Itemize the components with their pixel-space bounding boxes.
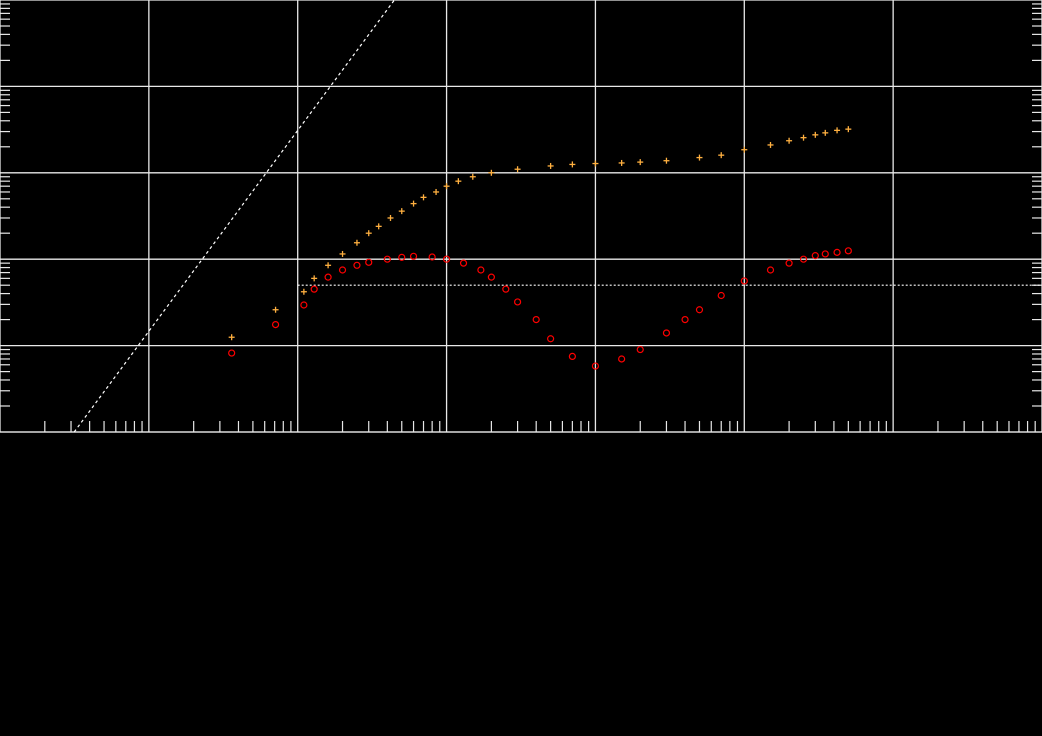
circle-data-point [409, 252, 418, 260]
circle-data-point [365, 258, 373, 266]
plus-data-point [325, 262, 332, 269]
circle-data-point [338, 266, 347, 274]
circle-series [228, 247, 852, 370]
plus-data-point [547, 162, 554, 169]
plot-background [0, 0, 1042, 432]
plus-data-point [410, 200, 417, 207]
plus-data-point [353, 239, 360, 246]
circle-data-point [428, 253, 436, 261]
reference-lines [73, 0, 1042, 433]
circle-data-point [766, 266, 775, 274]
plus-data-point [311, 275, 318, 282]
circle-data-point [487, 273, 495, 281]
axis-ticks [0, 3, 1042, 432]
circle-data-point [513, 298, 522, 306]
plus-data-point [455, 178, 462, 185]
circle-data-point [695, 306, 704, 314]
circle-data-point [477, 266, 485, 274]
circle-data-point [547, 335, 555, 343]
circle-data-point [591, 362, 600, 370]
plus-data-point [420, 194, 427, 201]
plus-data-point [822, 129, 829, 136]
circle-data-point [532, 315, 540, 324]
circle-data-point [300, 301, 308, 309]
circle-data-point [228, 349, 236, 357]
circle-data-point [681, 315, 689, 324]
plus-data-point [387, 214, 394, 221]
circle-data-point [740, 277, 748, 285]
plus-data-point [845, 126, 852, 133]
plus-data-point [433, 188, 440, 195]
plus-series [228, 126, 852, 341]
plus-data-point [300, 288, 307, 295]
circle-data-point [398, 253, 406, 261]
circle-data-point [785, 259, 793, 267]
plus-data-point [696, 154, 703, 161]
plus-data-point [741, 146, 748, 153]
plus-data-point [592, 160, 599, 167]
circle-data-point [618, 355, 626, 363]
circle-data-point [310, 285, 318, 293]
plus-data-point [488, 169, 495, 176]
plus-data-point [767, 141, 774, 148]
plus-data-point [514, 166, 521, 173]
grid-lines [0, 0, 1042, 433]
circle-data-point [502, 285, 510, 293]
circle-data-point [833, 248, 841, 256]
circle-data-point [811, 252, 819, 260]
plus-data-point [663, 157, 670, 164]
plus-data-point [618, 159, 625, 166]
plus-data-point [272, 306, 279, 313]
plus-data-point [339, 250, 346, 257]
circle-data-point [821, 250, 829, 258]
circle-data-point [324, 273, 332, 281]
plus-data-point [637, 159, 644, 166]
circle-data-point [662, 329, 671, 337]
plus-data-point [375, 223, 382, 230]
circle-data-point [459, 259, 468, 267]
circle-data-point [383, 255, 391, 263]
circle-data-point [271, 321, 280, 329]
circle-data-point [844, 247, 852, 255]
plus-data-point [834, 127, 841, 134]
plus-data-point [812, 131, 819, 138]
plus-data-point [228, 334, 235, 341]
circle-data-point [717, 291, 725, 300]
circle-data-point [442, 255, 451, 263]
plus-data-point [800, 134, 807, 141]
plus-data-point [365, 230, 372, 237]
plus-data-point [569, 161, 576, 168]
circle-data-point [353, 261, 361, 269]
circle-data-point [799, 255, 808, 263]
plus-data-point [786, 137, 793, 144]
plus-data-point [718, 152, 725, 159]
plus-data-point [398, 208, 405, 215]
plus-data-point [469, 173, 476, 180]
plus-data-point [443, 183, 450, 190]
circle-data-point [636, 345, 644, 354]
data-series [228, 126, 852, 370]
circle-data-point [568, 352, 576, 360]
